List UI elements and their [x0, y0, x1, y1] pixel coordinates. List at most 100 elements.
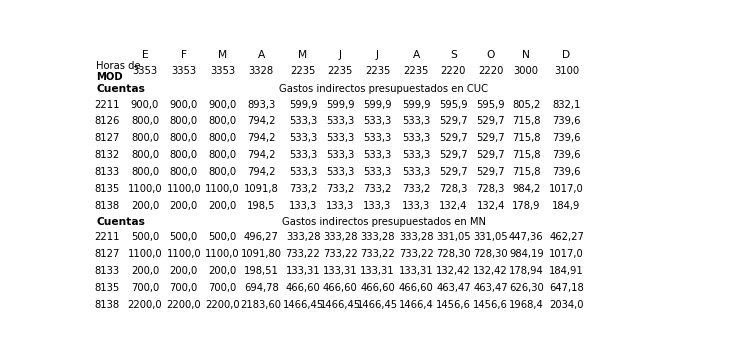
Text: 733,2: 733,2: [326, 184, 354, 194]
Text: 1466,45: 1466,45: [320, 300, 361, 310]
Text: 533,3: 533,3: [402, 167, 430, 177]
Text: 132,42: 132,42: [473, 266, 508, 276]
Text: 533,3: 533,3: [326, 116, 354, 126]
Text: 1017,0: 1017,0: [549, 184, 584, 194]
Text: 529,7: 529,7: [439, 150, 468, 160]
Text: 733,2: 733,2: [289, 184, 317, 194]
Text: 529,7: 529,7: [476, 167, 505, 177]
Text: 728,30: 728,30: [436, 249, 471, 259]
Text: 463,47: 463,47: [473, 283, 508, 293]
Text: 2200,0: 2200,0: [128, 300, 162, 310]
Text: 800,0: 800,0: [170, 116, 198, 126]
Text: 733,2: 733,2: [402, 184, 430, 194]
Text: S: S: [450, 50, 457, 60]
Text: 832,1: 832,1: [552, 99, 581, 110]
Text: 700,0: 700,0: [131, 283, 159, 293]
Text: 3100: 3100: [554, 66, 579, 76]
Text: 333,28: 333,28: [360, 232, 395, 242]
Text: 184,91: 184,91: [549, 266, 584, 276]
Text: MOD: MOD: [96, 72, 123, 82]
Text: 133,31: 133,31: [323, 266, 358, 276]
Text: 3000: 3000: [514, 66, 539, 76]
Text: 800,0: 800,0: [208, 167, 236, 177]
Text: 533,3: 533,3: [363, 150, 392, 160]
Text: 2211: 2211: [94, 99, 120, 110]
Text: 178,94: 178,94: [509, 266, 544, 276]
Text: F: F: [181, 50, 187, 60]
Text: 133,31: 133,31: [399, 266, 433, 276]
Text: 447,36: 447,36: [509, 232, 544, 242]
Text: 800,0: 800,0: [208, 150, 236, 160]
Text: 3353: 3353: [171, 66, 196, 76]
Text: 599,9: 599,9: [326, 99, 354, 110]
Text: 1466,4: 1466,4: [399, 300, 434, 310]
Text: 800,0: 800,0: [208, 133, 236, 143]
Text: 595,9: 595,9: [476, 99, 505, 110]
Text: 500,0: 500,0: [170, 232, 198, 242]
Text: 533,3: 533,3: [363, 116, 392, 126]
Text: 800,0: 800,0: [208, 116, 236, 126]
Text: 900,0: 900,0: [208, 99, 237, 110]
Text: 533,3: 533,3: [326, 150, 354, 160]
Text: 529,7: 529,7: [476, 133, 505, 143]
Text: Cuentas: Cuentas: [96, 84, 145, 94]
Text: M: M: [298, 50, 308, 60]
Text: 700,0: 700,0: [170, 283, 198, 293]
Text: M: M: [218, 50, 227, 60]
Text: 198,5: 198,5: [247, 201, 275, 211]
Text: 626,30: 626,30: [509, 283, 544, 293]
Text: 132,4: 132,4: [439, 201, 468, 211]
Text: 1100,0: 1100,0: [128, 184, 162, 194]
Text: 599,9: 599,9: [402, 99, 430, 110]
Text: 1466,45: 1466,45: [283, 300, 323, 310]
Text: 1100,0: 1100,0: [128, 249, 162, 259]
Text: 8126: 8126: [94, 116, 120, 126]
Text: 533,3: 533,3: [402, 150, 430, 160]
Text: 496,27: 496,27: [244, 232, 279, 242]
Text: 739,6: 739,6: [552, 167, 581, 177]
Text: D: D: [562, 50, 570, 60]
Text: 133,31: 133,31: [360, 266, 395, 276]
Text: 2235: 2235: [365, 66, 390, 76]
Text: 198,51: 198,51: [244, 266, 279, 276]
Text: 733,22: 733,22: [286, 249, 320, 259]
Text: 200,0: 200,0: [208, 266, 237, 276]
Text: 133,3: 133,3: [363, 201, 392, 211]
Text: 1100,0: 1100,0: [205, 249, 240, 259]
Text: 8135: 8135: [94, 184, 120, 194]
Text: 900,0: 900,0: [170, 99, 198, 110]
Text: 984,19: 984,19: [509, 249, 544, 259]
Text: 739,6: 739,6: [552, 116, 581, 126]
Text: 733,22: 733,22: [323, 249, 358, 259]
Text: 1091,8: 1091,8: [244, 184, 278, 194]
Text: Gastos indirectos presupuestados en MN: Gastos indirectos presupuestados en MN: [282, 217, 486, 226]
Text: 728,3: 728,3: [439, 184, 468, 194]
Text: 800,0: 800,0: [170, 167, 198, 177]
Text: N: N: [523, 50, 530, 60]
Text: 715,8: 715,8: [512, 150, 540, 160]
Text: 133,3: 133,3: [289, 201, 317, 211]
Text: 529,7: 529,7: [439, 167, 468, 177]
Text: 8132: 8132: [94, 150, 120, 160]
Text: 331,05: 331,05: [473, 232, 508, 242]
Text: 733,22: 733,22: [399, 249, 434, 259]
Text: 331,05: 331,05: [436, 232, 471, 242]
Text: E: E: [142, 50, 148, 60]
Text: 133,3: 133,3: [402, 201, 430, 211]
Text: 715,8: 715,8: [512, 116, 540, 126]
Text: 739,6: 739,6: [552, 150, 581, 160]
Text: 178,9: 178,9: [512, 201, 540, 211]
Text: Cuentas: Cuentas: [96, 217, 145, 226]
Text: 3353: 3353: [210, 66, 235, 76]
Text: 2235: 2235: [404, 66, 429, 76]
Text: 462,27: 462,27: [549, 232, 584, 242]
Text: 794,2: 794,2: [247, 116, 275, 126]
Text: O: O: [486, 50, 494, 60]
Text: 800,0: 800,0: [131, 150, 159, 160]
Text: 900,0: 900,0: [131, 99, 159, 110]
Text: 529,7: 529,7: [439, 133, 468, 143]
Text: 1968,4: 1968,4: [509, 300, 544, 310]
Text: 595,9: 595,9: [439, 99, 468, 110]
Text: 8127: 8127: [94, 249, 120, 259]
Text: 200,0: 200,0: [170, 201, 198, 211]
